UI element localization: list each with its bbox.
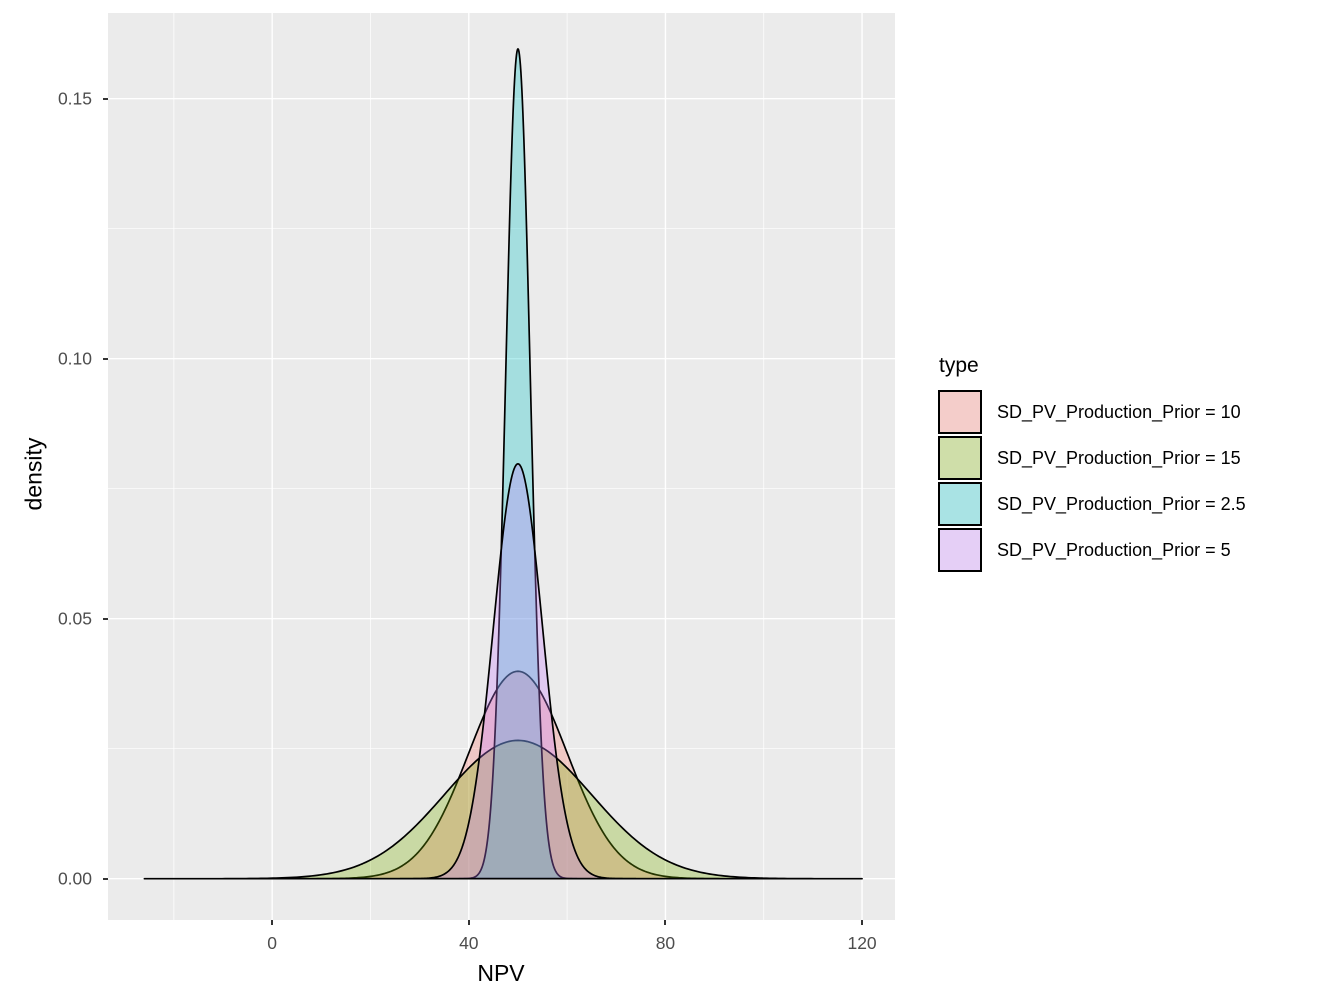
- y-axis-title: density: [20, 437, 47, 511]
- x-tick-label: 40: [459, 933, 479, 953]
- y-tick-mark: [103, 617, 108, 620]
- y-tick-label: 0.00: [57, 868, 92, 889]
- x-tick-mark: [271, 920, 274, 925]
- legend-item-label: SD_PV_Production_Prior = 15: [997, 447, 1241, 468]
- y-tick-label: 0.15: [57, 88, 92, 109]
- legend-item-label: SD_PV_Production_Prior = 5: [997, 539, 1231, 560]
- density-area-sd-10: [286, 670, 750, 880]
- legend-key-swatch-sd-15: [938, 436, 982, 480]
- x-axis-title: NPV: [477, 960, 525, 986]
- x-tick-mark: [664, 920, 667, 925]
- x-tick-label: 120: [847, 933, 877, 953]
- y-tick-mark: [103, 97, 108, 100]
- x-tick-mark: [467, 920, 470, 925]
- legend-item: SD_PV_Production_Prior = 10: [938, 390, 1318, 434]
- x-tick-label: 80: [655, 933, 676, 953]
- legend-title: type: [939, 354, 979, 377]
- legend-item: SD_PV_Production_Prior = 2.5: [938, 482, 1318, 526]
- legend-key-swatch-sd-2-5: [938, 482, 982, 526]
- legend-key-swatch-sd-10: [938, 390, 982, 434]
- x-tick-mark: [861, 920, 864, 925]
- y-tick-mark: [103, 357, 108, 360]
- legend: type SD_PV_Production_Prior = 10 SD_PV_P…: [938, 354, 1318, 574]
- y-tick-mark: [103, 877, 108, 880]
- legend-item: SD_PV_Production_Prior = 5: [938, 528, 1318, 572]
- legend-key-swatch-sd-5: [938, 528, 982, 572]
- legend-item-label: SD_PV_Production_Prior = 10: [997, 401, 1241, 422]
- legend-item-label: SD_PV_Production_Prior = 2.5: [997, 493, 1246, 514]
- x-tick-label: 0: [267, 933, 278, 953]
- legend-item: SD_PV_Production_Prior = 15: [938, 436, 1318, 480]
- density-chart-canvas: [108, 13, 895, 920]
- y-tick-label: 0.05: [57, 608, 92, 629]
- density-area-sd-15: [143, 739, 863, 880]
- plot-panel: [108, 13, 895, 920]
- density-area-sd-5: [399, 462, 637, 880]
- y-tick-label: 0.10: [57, 348, 92, 369]
